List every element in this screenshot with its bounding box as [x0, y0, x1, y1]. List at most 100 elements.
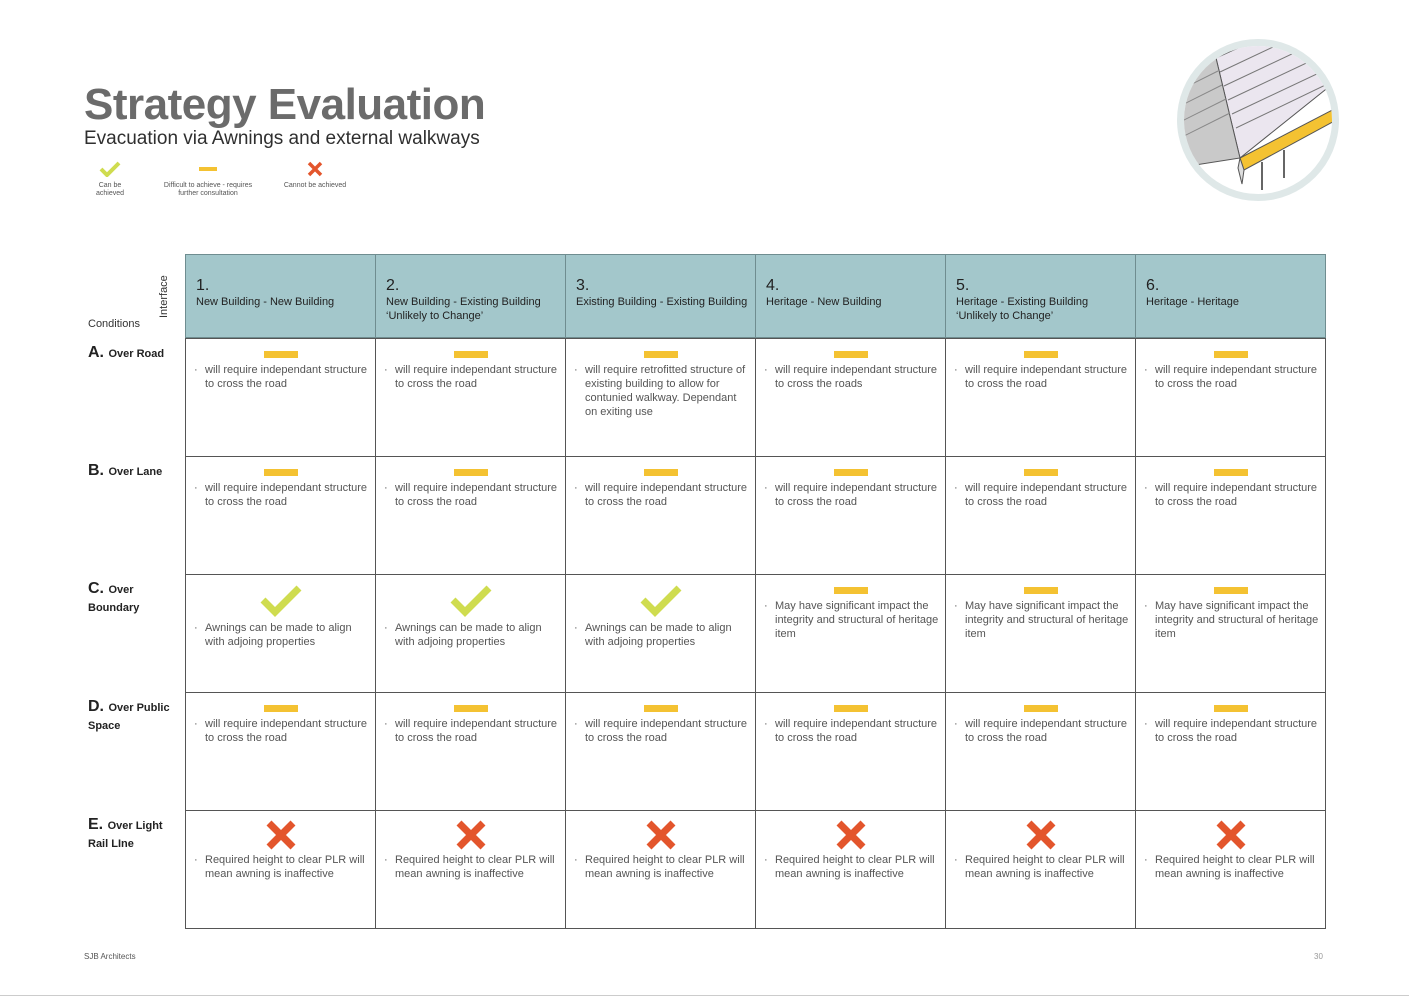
cross-icon: [266, 820, 295, 850]
row-name: Over Public Space: [88, 702, 170, 732]
dash-icon: [162, 158, 254, 180]
cross-icon: [1026, 820, 1055, 850]
bullet: ·: [384, 622, 388, 634]
column-number: 6.: [1146, 277, 1160, 294]
row-letter: D.: [88, 698, 104, 715]
cell-note: · Required height to clear PLR will mean …: [384, 853, 559, 881]
cell-note: · will require independant structure to c…: [1144, 363, 1319, 391]
cell-note-text: will require independant structure to cr…: [1155, 482, 1318, 508]
cell-note-text: will require independant structure to cr…: [775, 364, 938, 390]
bullet: ·: [1144, 854, 1148, 866]
bullet: ·: [574, 364, 578, 376]
dash-icon: [1213, 705, 1248, 712]
cell-note-text: will require independant structure to cr…: [585, 482, 748, 508]
dash-icon: [833, 705, 868, 712]
matrix-cell: · Required height to clear PLR will mean …: [565, 810, 756, 929]
cell-note-text: May have significant impact the integrit…: [965, 600, 1129, 640]
dash-icon: [1023, 469, 1058, 476]
cross-icon: [836, 820, 865, 850]
cell-note-text: Required height to clear PLR will mean a…: [775, 854, 935, 880]
legend-item-not-achievable: Cannot be achieved: [282, 158, 348, 202]
matrix-cell: · will require independant structure to c…: [565, 456, 756, 575]
row-label: D. Over Public Space: [88, 698, 184, 734]
column-number: 4.: [766, 277, 780, 294]
cell-note: · Required height to clear PLR will mean …: [574, 853, 749, 881]
legend-label: Difficult to achieve - requires further …: [163, 182, 253, 197]
dash-icon: [643, 705, 678, 712]
cell-note: · will require independant structure to c…: [764, 717, 939, 745]
check-icon: [450, 585, 491, 617]
page-bottom-rule: [0, 995, 1409, 996]
cell-note: · will require independant structure to c…: [574, 717, 749, 745]
cross-icon: [282, 158, 348, 180]
matrix-cell: · Required height to clear PLR will mean …: [755, 810, 946, 929]
cell-note: · will require independant structure to c…: [384, 481, 559, 509]
cell-note-text: will require independant structure to cr…: [585, 718, 748, 744]
matrix-cell: · will require independant structure to c…: [1135, 692, 1326, 811]
dash-icon: [1023, 705, 1058, 712]
bullet: ·: [954, 482, 958, 494]
matrix-cell: · will require independant structure to c…: [945, 338, 1136, 457]
cell-note: · May have significant impact the integri…: [954, 599, 1129, 641]
cell-note-text: will require independant structure to cr…: [775, 718, 938, 744]
column-name: Heritage - New Building: [766, 296, 882, 308]
conditions-axis-label: Conditions: [88, 318, 140, 330]
bullet: ·: [574, 854, 578, 866]
cell-note-text: Required height to clear PLR will mean a…: [585, 854, 745, 880]
column-number: 3.: [576, 277, 590, 294]
bullet: ·: [764, 482, 768, 494]
cell-note: · will require independant structure to c…: [764, 481, 939, 509]
matrix-cell: · will require independant structure to c…: [755, 692, 946, 811]
matrix-cell: · will require independant structure to c…: [375, 338, 566, 457]
cell-note: · Required height to clear PLR will mean …: [194, 853, 369, 881]
matrix-cell: · Awnings can be made to align with adjoi…: [185, 574, 376, 693]
bullet: ·: [954, 364, 958, 376]
check-icon: [84, 158, 136, 180]
column-header: 5. Heritage - Existing Building ‘Unlikely…: [945, 254, 1136, 338]
cell-note: · Required height to clear PLR will mean …: [764, 853, 939, 881]
cell-note: · Awnings can be made to align with adjoi…: [384, 621, 559, 649]
cell-note-text: will require independant structure to cr…: [965, 364, 1128, 390]
column-name: New Building - Existing Building ‘Unlike…: [386, 296, 541, 322]
cell-note-text: will require independant structure to cr…: [1155, 718, 1318, 744]
cell-note: · will require independant structure to c…: [954, 481, 1129, 509]
column-name: New Building - New Building: [196, 296, 335, 308]
legend-item-achievable: Can be achieved: [84, 158, 136, 202]
bullet: ·: [1144, 718, 1148, 730]
matrix-cell: · will require independant structure to c…: [755, 338, 946, 457]
check-icon: [260, 585, 301, 617]
cell-note: · will require independant structure to c…: [574, 481, 749, 509]
dash-icon: [833, 587, 868, 594]
cell-note-text: Required height to clear PLR will mean a…: [395, 854, 555, 880]
cell-note: · Required height to clear PLR will mean …: [1144, 853, 1319, 881]
cell-note: · Awnings can be made to align with adjoi…: [194, 621, 369, 649]
cell-note: · will require independant structure to c…: [954, 717, 1129, 745]
column-header: 4. Heritage - New Building: [755, 254, 946, 338]
matrix-cell: · will require independant structure to c…: [375, 456, 566, 575]
bullet: ·: [194, 622, 198, 634]
dash-icon: [1213, 587, 1248, 594]
bullet: ·: [384, 854, 388, 866]
footer-company: SJB Architects: [84, 952, 136, 961]
dash-icon: [1023, 351, 1058, 358]
column-number: 5.: [956, 277, 970, 294]
bullet: ·: [194, 482, 198, 494]
bullet: ·: [954, 718, 958, 730]
matrix-cell: · will require independant structure to c…: [1135, 338, 1326, 457]
matrix-cell: · Required height to clear PLR will mean …: [185, 810, 376, 929]
row-letter: C.: [88, 580, 104, 597]
legend-label: Can be achieved: [95, 182, 125, 197]
bullet: ·: [1144, 600, 1148, 612]
cell-note: · will require independant structure to c…: [384, 363, 559, 391]
column-header: 6. Heritage - Heritage: [1135, 254, 1326, 338]
matrix-cell: · will require independant structure to c…: [1135, 456, 1326, 575]
cell-note-text: will require independant structure to cr…: [965, 482, 1128, 508]
bullet: ·: [954, 600, 958, 612]
cell-note: · will require independant structure to c…: [1144, 481, 1319, 509]
cell-note: · Awnings can be made to align with adjoi…: [574, 621, 749, 649]
matrix-cell: · will require retrofitted structure of e…: [565, 338, 756, 457]
cell-note: · May have significant impact the integri…: [1144, 599, 1319, 641]
dash-icon: [833, 351, 868, 358]
matrix-cell: · May have significant impact the integri…: [755, 574, 946, 693]
matrix-cell: · May have significant impact the integri…: [945, 574, 1136, 693]
